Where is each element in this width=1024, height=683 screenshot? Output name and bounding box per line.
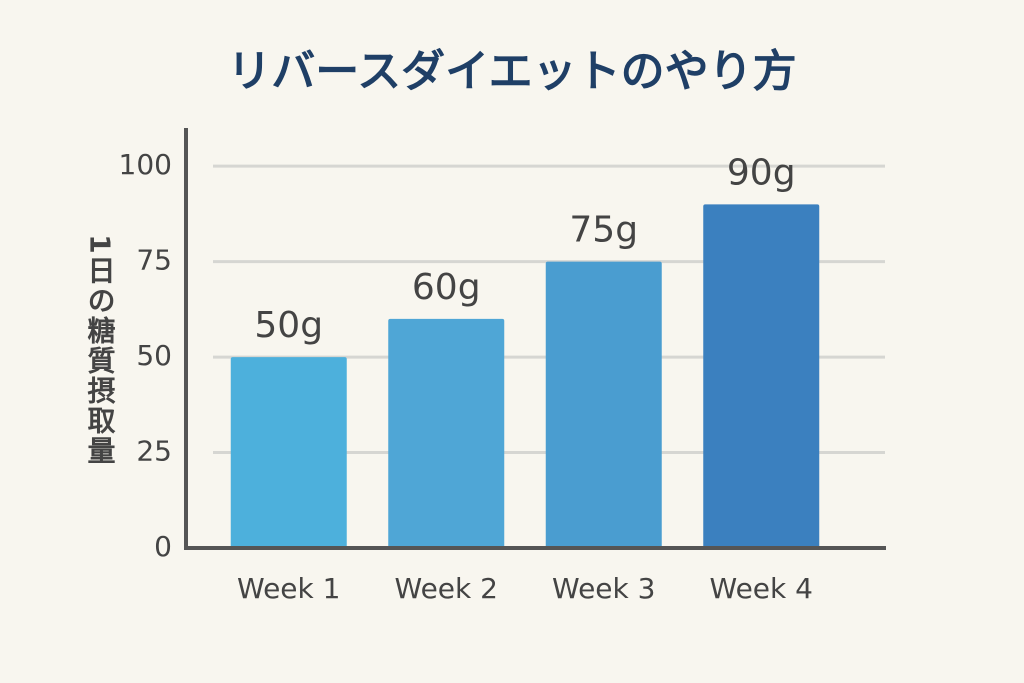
y-axis-label: 1日の糖質摂取量	[84, 234, 117, 465]
chart-title: リバースダイエットのやり方	[227, 46, 796, 97]
y-tick-label: 75	[136, 244, 172, 277]
y-tick-label: 25	[136, 435, 172, 468]
value-label: 90g	[727, 152, 796, 193]
bar	[230, 357, 347, 548]
value-label: 60g	[412, 267, 481, 308]
y-tick-label: 50	[136, 339, 172, 372]
x-tick-label: Week 3	[552, 572, 655, 605]
y-tick-label: 100	[119, 148, 172, 181]
value-label: 50g	[254, 305, 323, 346]
x-tick-label: Week 1	[237, 572, 340, 605]
y-tick-label: 0	[154, 530, 172, 563]
bar	[388, 318, 505, 548]
x-tick-label: Week 4	[710, 572, 813, 605]
bar	[703, 204, 820, 548]
value-label: 75g	[569, 210, 638, 251]
x-tick-label: Week 2	[395, 572, 498, 605]
bar	[545, 261, 662, 548]
